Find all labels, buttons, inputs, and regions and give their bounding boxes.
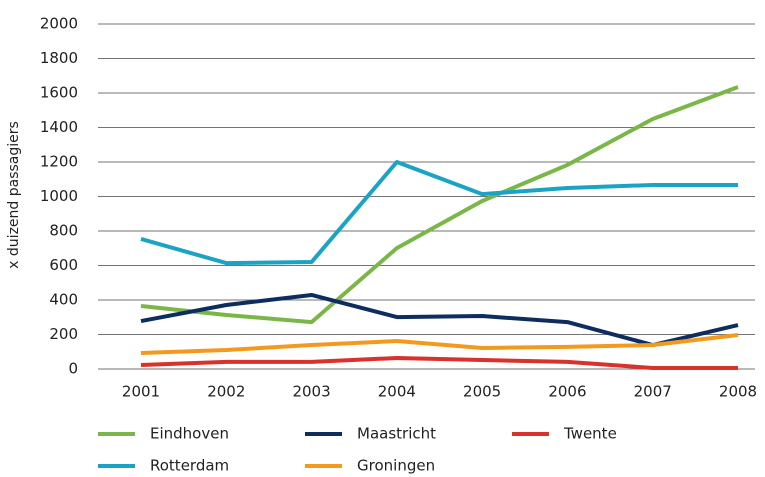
- x-tick-label: 2005: [463, 383, 501, 401]
- series-line: [140, 355, 738, 370]
- y-tick-label: 0: [68, 360, 78, 378]
- series-line: [140, 85, 739, 325]
- x-tick-label: 2004: [378, 383, 416, 401]
- y-tick-label: 1200: [40, 153, 78, 171]
- series-line: [140, 333, 739, 355]
- y-tick-label: 1800: [40, 49, 78, 67]
- legend-label: Rotterdam: [150, 457, 229, 475]
- x-tick-label: 2007: [634, 383, 672, 401]
- y-tick-label: 600: [49, 256, 78, 274]
- x-tick-label: 2006: [548, 383, 586, 401]
- x-tick-label: 2008: [719, 383, 757, 401]
- legend-label: Maastricht: [357, 425, 436, 443]
- legend-label: Twente: [563, 425, 617, 443]
- y-tick-label: 800: [49, 222, 78, 240]
- y-tick-label: 1400: [40, 118, 78, 136]
- y-tick-label: 2000: [40, 15, 78, 33]
- legend-label: Groningen: [357, 457, 435, 475]
- x-tick-label: 2001: [122, 383, 160, 401]
- y-tick-label: 400: [49, 291, 78, 309]
- x-tick-label: 2003: [292, 383, 330, 401]
- series-line: [140, 292, 739, 348]
- y-tick-label: 200: [49, 325, 78, 343]
- series-line: [140, 160, 738, 266]
- y-tick-label: 1000: [40, 187, 78, 205]
- y-tick-label: 1600: [40, 84, 78, 102]
- x-tick-label: 2002: [207, 383, 245, 401]
- legend-label: Eindhoven: [150, 425, 229, 443]
- y-axis-label: x duizend passagiers: [6, 121, 22, 269]
